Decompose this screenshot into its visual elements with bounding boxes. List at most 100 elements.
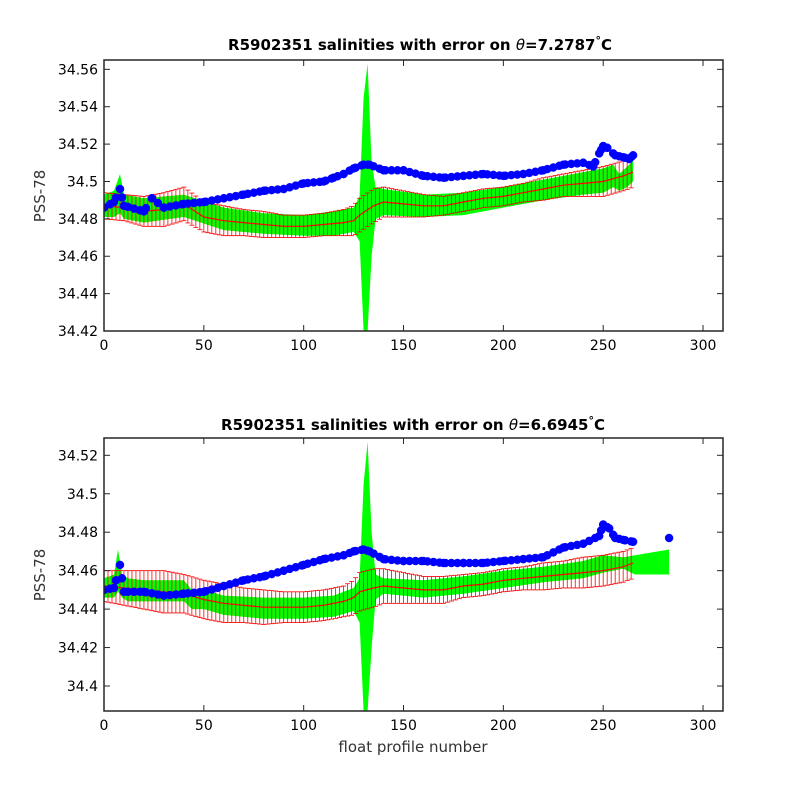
chart-top-x-tick-label: 200 [490, 338, 517, 354]
chart-bottom-float-salinity-point [618, 535, 628, 545]
chart-bottom-float-salinity-point [594, 531, 604, 541]
chart-top-x-tick-label: 300 [690, 338, 717, 354]
chart-bottom-title-prefix: R5902351 salinities with error on [221, 416, 509, 434]
chart-bottom-float-salinity-point [117, 574, 127, 583]
chart-top-y-tick-label: 34.52 [58, 137, 98, 153]
chart-bottom-y-tick-label: 34.46 [58, 564, 98, 580]
chart-bottom-float-salinity-point [239, 576, 249, 585]
chart-top-float-salinity-point [239, 190, 249, 199]
chart-top-float-salinity-point [628, 151, 638, 160]
chart-bottom-y-tick-label: 34.48 [58, 525, 98, 541]
chart-top-float-salinity-point [109, 197, 119, 207]
chart-top-y-tick-label: 34.54 [58, 100, 98, 116]
chart-top-plot-area [104, 63, 638, 331]
chart-top-float-salinity-point [365, 160, 374, 169]
chart-top-float-salinity-point [279, 184, 288, 194]
chart-top-x-tick-label: 150 [390, 338, 417, 354]
chart-top-float-salinity-point [399, 166, 408, 175]
chart-bottom-y-tick-label: 34.44 [58, 602, 98, 618]
chart-top-title-value: =7.2787 [525, 36, 595, 54]
chart-top-title-theta: θ [516, 36, 525, 54]
chart-top-y-tick-label: 34.46 [58, 249, 98, 265]
chart-bottom-float-salinity-point [104, 585, 109, 595]
chart-top-float-salinity-point [610, 151, 620, 160]
chart-bottom-y-axis-label: PSS-78 [31, 549, 49, 602]
chart-top-float-salinity-point [179, 199, 189, 209]
chart-bottom-x-tick-label: 200 [490, 718, 517, 734]
chart-bottom-title-degree: ° [588, 414, 594, 427]
chart-top-x-tick-label: 250 [590, 338, 617, 354]
chart-bottom-x-axis-label: float profile number [338, 738, 488, 756]
chart-bottom-float-salinity-point [115, 560, 125, 570]
chart-top-float-salinity-point [419, 171, 428, 181]
chart-top-float-salinity-point [117, 193, 127, 202]
chart-top-float-salinity-point [594, 149, 604, 158]
chart-bottom-float-salinity-point [439, 558, 448, 568]
chart-top-float-salinity-point [147, 194, 157, 203]
chart-bottom-float-salinity-point [159, 591, 169, 600]
chart-top-float-salinity-point [519, 169, 528, 179]
chart-top-x-tick-label: 0 [100, 338, 109, 354]
chart-bottom-float-salinity-point [604, 524, 614, 533]
chart-bottom-float-salinity-point [349, 547, 358, 556]
chart-top-float-salinity-point [159, 203, 169, 212]
chart-bottom-float-salinity-point [628, 537, 638, 547]
chart-bottom-float-salinity-point [539, 552, 548, 562]
chart-top-float-salinity-point [339, 169, 348, 179]
chart-top-float-salinity-point [299, 179, 308, 188]
chart-bottom-float-salinity-point [499, 556, 508, 566]
chart-bottom-float-salinity-point [519, 554, 528, 564]
chart-top-x-tick-label: 100 [290, 338, 317, 354]
chart-top-y-tick-label: 34.42 [58, 324, 98, 340]
chart-top-error-band [104, 63, 634, 331]
chart-bottom-float-salinity-point [259, 572, 268, 581]
chart-top-float-salinity-point [578, 158, 588, 168]
chart-bottom-float-salinity-point [119, 587, 129, 597]
chart-top-axes-box [103, 59, 724, 332]
chart-bottom-error-band [104, 441, 670, 711]
chart-bottom-float-salinity-point [664, 533, 674, 543]
chart-top-y-tick-label: 34.44 [58, 287, 98, 303]
chart-bottom-plot-area [104, 441, 674, 711]
chart-bottom-float-salinity-point [279, 566, 288, 575]
chart-bottom-float-salinity-point [399, 556, 408, 566]
chart-top-title: R5902351 salinities with error on θ=7.27… [228, 34, 612, 54]
chart-top-float-salinity-point [329, 173, 338, 182]
chart-top-mapped-salinity-line [104, 171, 634, 227]
chart-bottom-float-salinity-point [339, 551, 348, 560]
chart-bottom-y-tick-label: 34.5 [67, 487, 98, 503]
chart-bottom-y-tick-label: 34.42 [58, 641, 98, 657]
chart-top-y-tick-label: 34.5 [67, 174, 98, 190]
chart-top-float-salinity-point [139, 207, 149, 216]
chart-bottom-float-salinity-point [379, 554, 388, 564]
chart-bottom-float-salinity-point [559, 543, 568, 552]
chart-bottom-title-unit: C [594, 416, 605, 434]
chart-top-float-salinity-point [319, 177, 328, 186]
chart-top-float-salinity-point [439, 173, 448, 182]
chart-top-float-salinity-point [115, 184, 125, 194]
chart-bottom-float-salinity-point [319, 554, 328, 564]
chart-bottom-x-tick-label: 50 [195, 718, 213, 734]
chart-top-float-salinity-point [104, 203, 109, 212]
chart-top-float-salinity-point [499, 171, 508, 181]
chart-bottom-title-value: =6.6945 [518, 416, 588, 434]
chart-bottom-float-salinity-point [578, 539, 588, 548]
chart-top-float-salinity-point [559, 160, 568, 169]
chart-top-float-salinity-point [379, 166, 388, 175]
chart-top-float-salinity-point [199, 197, 209, 207]
chart-top-title-unit: C [601, 36, 612, 54]
chart-top-y-axis-label: PSS-78 [31, 170, 49, 223]
chart-top-float-salinity-point [602, 143, 612, 153]
chart-top-x-tick-label: 50 [195, 338, 213, 354]
chart-bottom-float-salinity-point [419, 556, 428, 566]
chart-bottom-float-salinity-point [459, 558, 468, 568]
chart-top-float-salinity-point [539, 166, 548, 175]
chart-top-y-tick-label: 34.48 [58, 212, 98, 228]
chart-bottom-x-tick-label: 0 [100, 718, 109, 734]
chart-bottom: R5902351 salinities with error on θ=6.69… [31, 414, 724, 756]
chart-bottom-float-salinity-point [479, 558, 488, 568]
chart-bottom-float-salinity-point [219, 581, 229, 591]
chart-top-float-salinity-point [479, 169, 488, 179]
chart-bottom-mapped-salinity-line [104, 562, 634, 608]
